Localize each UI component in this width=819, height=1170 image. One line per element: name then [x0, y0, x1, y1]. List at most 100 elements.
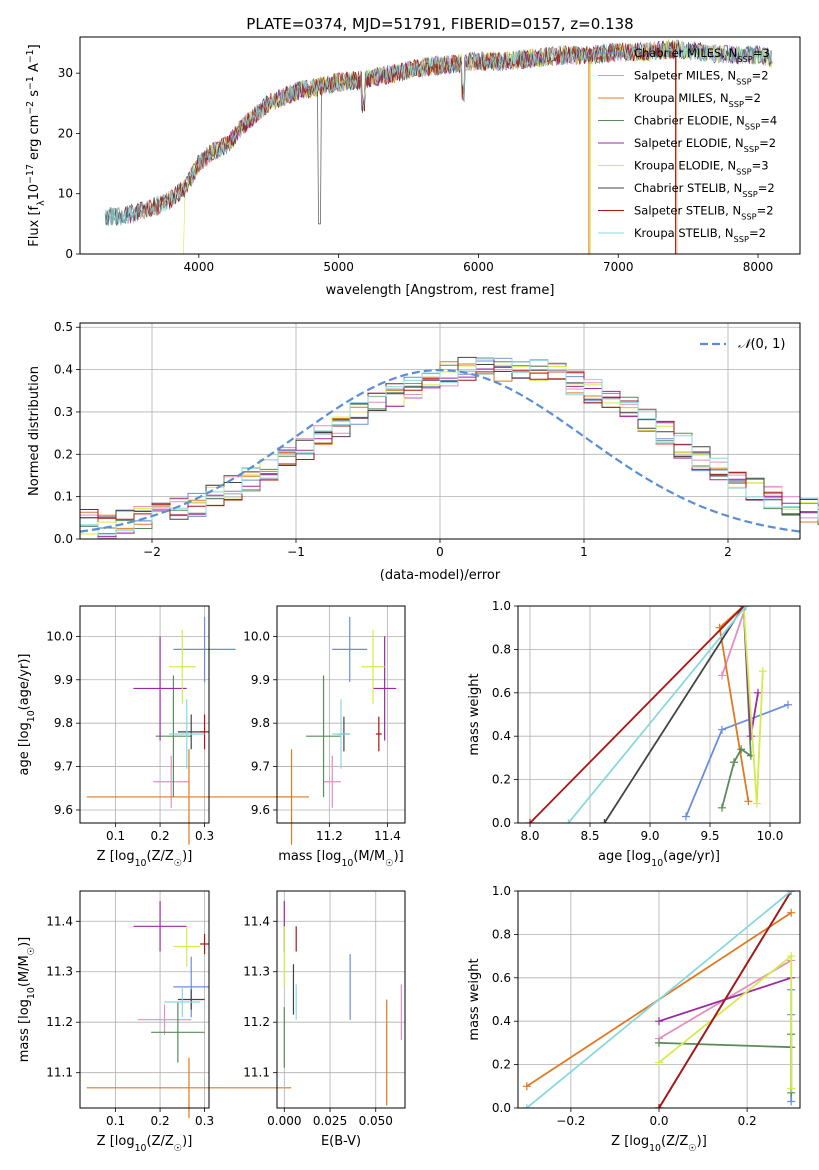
- y-tick-label: 0: [65, 247, 73, 261]
- y-tick-label: 11.4: [243, 914, 270, 928]
- y-tick-label: 20: [58, 126, 73, 140]
- y-tick-label: 10: [58, 187, 73, 201]
- data-point: [737, 745, 746, 754]
- y-tick-label: 0.2: [492, 773, 511, 787]
- series-kroupa-elodie-n-ssp-3: [742, 606, 764, 804]
- x-tick-label: 0.3: [195, 829, 214, 843]
- x-tick-label: 4000: [184, 260, 215, 274]
- series-chabrier-stelib-n-ssp-2: [603, 606, 745, 823]
- series-chabrier-miles-n-ssp-3: [685, 703, 789, 817]
- y-tick-label: 9.8: [54, 716, 73, 730]
- x-tick-label: 8.5: [580, 829, 599, 843]
- legend-entry: Salpeter MILES, NSSP=2: [634, 69, 769, 87]
- data-point: [718, 671, 726, 680]
- y-tick-label: 0.4: [492, 729, 511, 743]
- data-point: [730, 758, 738, 767]
- data-point: [744, 797, 753, 806]
- x-tick-label: −0.2: [556, 1114, 585, 1128]
- y-tick-label: 11.3: [243, 965, 270, 979]
- histogram-chabrier-miles-n-ssp-3: [79, 360, 819, 539]
- x-tick-label: 1: [580, 545, 588, 559]
- data-point: [718, 803, 726, 812]
- x-tick-label: 0.1: [106, 1114, 125, 1128]
- x-tick-label: 0.0: [649, 1114, 668, 1128]
- x-tick-label: 0.2: [738, 1114, 757, 1128]
- y-axis-label: Normed distribution: [27, 366, 42, 496]
- data-point: [682, 812, 690, 821]
- x-tick-label: 0.1: [106, 829, 125, 843]
- y-tick-label: 9.6: [54, 803, 73, 817]
- y-tick-label: 1.0: [492, 884, 511, 898]
- x-tick-label: 0.025: [313, 1114, 347, 1128]
- series-chabrier-elodie-n-ssp-4: [658, 1034, 793, 1093]
- mass-weight-metallicity-panel: −0.2 0.0 0.2 0.0 0.2 0.4 0.6 0.8 1.0 Z [log10(Z/Z…: [467, 884, 801, 1154]
- x-tick-label: 9.5: [700, 829, 719, 843]
- data-point: [600, 819, 609, 823]
- data-point: [758, 667, 767, 676]
- figure-title: PLATE=0374, MJD=51791, FIBERID=0157, z=0…: [246, 15, 633, 33]
- x-tick-label: 8000: [743, 260, 774, 274]
- series-kroupa-stelib-n-ssp-2: [526, 891, 792, 1108]
- x-tick-label: 0.050: [359, 1114, 393, 1128]
- legend-entry: Chabrier STELIB, NSSP=2: [634, 181, 775, 199]
- gaussian-curve: [79, 368, 801, 533]
- y-tick-label: 0.0: [54, 532, 73, 546]
- x-tick-label: 11.2: [316, 829, 343, 843]
- x-tick-label: 7000: [603, 260, 634, 274]
- x-tick-label: 8.0: [520, 829, 539, 843]
- x-tick-label: 0.2: [151, 1114, 170, 1128]
- x-axis-label: age [log10(age/yr)]: [598, 849, 720, 869]
- y-tick-label: 1.0: [492, 599, 511, 613]
- y-tick-label: 11.2: [46, 1015, 73, 1029]
- legend-entry: Salpeter STELIB, NSSP=2: [634, 204, 774, 222]
- x-tick-label: 2: [724, 545, 732, 559]
- y-axis-label: age [log10(age/yr)]: [17, 654, 37, 776]
- y-axis-label: mass weight: [467, 958, 482, 1040]
- x-tick-label: −1: [287, 545, 305, 559]
- y-tick-label: 9.9: [251, 673, 270, 687]
- x-tick-label: 10.0: [757, 829, 784, 843]
- legend: Chabrier MILES, NSSP=3 Salpeter MILES, NS…: [598, 46, 777, 244]
- x-axis-label: Z [log10(Z/Z☉)]: [97, 1134, 193, 1154]
- legend-entry: Kroupa STELIB, NSSP=2: [634, 226, 766, 244]
- y-tick-label: 9.8: [251, 716, 270, 730]
- data-point: [787, 1084, 796, 1093]
- y-tick-label: 0.1: [54, 490, 73, 504]
- histogram-chabrier-elodie-n-ssp-4: [79, 361, 819, 539]
- y-tick-label: 9.6: [251, 803, 270, 817]
- spectrum-salpeter-stelib-n-ssp-2: [136, 41, 677, 217]
- y-tick-label: 0.6: [492, 686, 511, 700]
- legend-entry: 𝒩(0, 1): [738, 337, 785, 352]
- data-point: [742, 606, 750, 610]
- y-tick-label: 9.9: [54, 673, 73, 687]
- x-axis-label: mass [log10(M/M☉)]: [278, 849, 404, 869]
- x-tick-label: 0.2: [151, 829, 170, 843]
- data-point: [784, 700, 792, 709]
- y-tick-label: 9.7: [54, 760, 73, 774]
- legend-entry: Chabrier MILES, NSSP=3: [634, 46, 770, 64]
- y-tick-label: 11.4: [46, 914, 73, 928]
- data-point: [526, 819, 534, 823]
- histogram-salpeter-miles-n-ssp-2: [79, 357, 819, 539]
- data-point: [746, 732, 755, 741]
- age-vs-metallicity-panel: 0.1 0.2 0.3 9.6 9.7 9.8 9.9 10.0 Z [log10(Z/Z☉)]…: [17, 605, 292, 869]
- data-point: [752, 799, 761, 808]
- data-point: [655, 1038, 663, 1047]
- data-point: [655, 1104, 663, 1108]
- legend-entry: Kroupa ELODIE, NSSP=3: [634, 159, 769, 177]
- y-tick-label: 11.2: [243, 1015, 270, 1029]
- y-tick-label: 11.1: [243, 1066, 270, 1080]
- y-tick-label: 9.7: [251, 760, 270, 774]
- x-tick-label: 0.000: [267, 1114, 301, 1128]
- data-point: [655, 1058, 663, 1067]
- data-point: [522, 1082, 531, 1091]
- axes-frame: [517, 605, 801, 824]
- x-tick-label: 6000: [463, 260, 494, 274]
- y-tick-label: 0.8: [492, 642, 511, 656]
- age-vs-mass-panel: 11.2 11.4 9.6 9.7 9.8 9.9 10.0 mass [log10(M/M☉…: [243, 605, 406, 869]
- x-tick-label: 9.0: [640, 829, 659, 843]
- y-tick-label: 0.8: [492, 927, 511, 941]
- y-axis-label: mass weight: [467, 673, 482, 755]
- legend-entry: Salpeter ELODIE, NSSP=2: [634, 136, 776, 154]
